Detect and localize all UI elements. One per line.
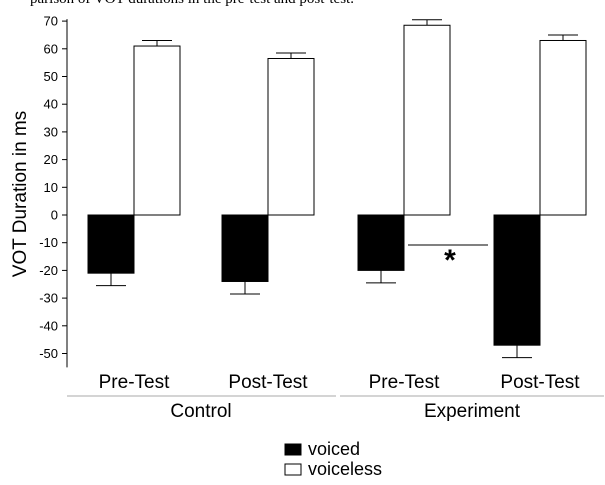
y-tick-label: -50 [39,346,58,361]
x-axis: Pre-Test Post-Test Pre-Test Post-Test Contro… [67,372,604,422]
y-axis: 70 60 50 40 30 20 10 0 -10 -20 -30 -40 -50 VOT Durati… [10,14,68,368]
legend-swatch-voiced [284,443,302,456]
bar-voiceless [539,39,587,216]
figure-caption-fragment: parison of VOT durations in the pre-test… [30,0,354,8]
bar-voiced [357,214,405,271]
y-tick-label: 10 [44,180,58,195]
bars: * [87,19,587,359]
x-category-label: Post-Test [228,372,308,393]
legend-label-voiceless: voiceless [308,459,382,479]
y-tick-label: 30 [44,124,58,139]
y-tick-label: 60 [44,41,58,56]
bar-voiceless [267,57,315,216]
y-tick-label: -40 [39,318,58,333]
group-label: Experiment [424,401,521,422]
bar-voiceless [403,24,451,216]
y-axis-title: VOT Duration in ms [10,111,31,277]
x-category-label: Pre-Test [369,372,440,393]
legend-swatch-voiceless [284,463,302,476]
y-tick-label: -20 [39,263,58,278]
y-tick-label: 50 [44,69,58,84]
y-tick-label: -10 [39,235,58,250]
y-tick-label: 70 [44,14,58,29]
y-tick-label: 0 [51,208,58,223]
bar-voiced [221,214,269,282]
legend-label-voiced: voiced [308,439,360,459]
x-category-label: Post-Test [500,372,580,393]
significance-label: * [444,244,456,277]
y-tick-label: -30 [39,291,58,306]
y-tick-label: 20 [44,152,58,167]
y-tick-label: 40 [44,97,58,112]
group-label: Control [170,401,231,422]
bar-voiced [87,214,135,274]
bar-voiceless [133,45,181,216]
x-category-label: Pre-Test [99,372,170,393]
bar-voiced [493,214,541,346]
